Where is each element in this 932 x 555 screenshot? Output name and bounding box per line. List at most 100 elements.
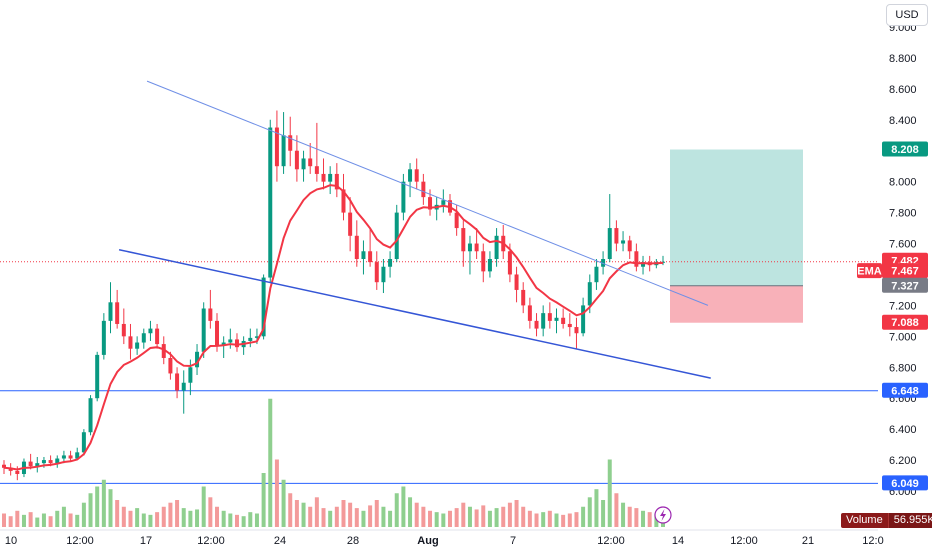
candle-body: [534, 320, 539, 329]
volume-bar: [241, 516, 246, 527]
volume-bar: [401, 486, 406, 527]
candle: [521, 282, 526, 314]
candle-body: [581, 305, 586, 334]
candle: [108, 282, 113, 334]
candle: [181, 370, 186, 414]
volume-bar: [567, 513, 572, 527]
candle-body: [607, 228, 612, 259]
candle-body: [221, 342, 226, 346]
candle: [148, 320, 153, 341]
candle-body: [554, 317, 559, 321]
time-axis[interactable]: 10 12:00 17 12:00 24 28 Aug 7 12:00 14 12:00 21 12:0: [0, 529, 884, 547]
candle-body: [394, 212, 399, 259]
candle-body: [441, 200, 446, 205]
y-tick-label: 8.600: [889, 84, 917, 96]
candle-body: [454, 212, 459, 229]
x-tick-label: 21: [802, 535, 814, 547]
candle: [121, 308, 126, 345]
candle-body: [201, 308, 206, 352]
price-tag-text: 7.088: [891, 317, 919, 329]
volume-bar: [467, 506, 472, 527]
candle-body: [148, 328, 153, 334]
candle: [414, 158, 419, 190]
candles: [2, 110, 665, 481]
candle-body: [521, 289, 526, 306]
candle-body: [321, 173, 326, 182]
candle: [341, 173, 346, 221]
candle: [175, 367, 180, 399]
candle: [467, 235, 472, 275]
y-tick-label: 7.000: [889, 331, 917, 343]
candle-body: [28, 461, 33, 467]
candle: [594, 259, 599, 290]
candle-body: [294, 150, 299, 170]
volume-bar: [428, 510, 433, 527]
y-tick-label: 7.800: [889, 208, 917, 220]
candle-body: [341, 189, 346, 213]
candle-body: [175, 373, 180, 391]
volume-bar: [195, 509, 200, 527]
candle-body: [61, 455, 66, 459]
candle-body: [621, 240, 626, 244]
volume-bar: [334, 506, 339, 527]
volume-bar: [2, 513, 6, 527]
volume-value: 56.955K: [887, 513, 932, 528]
volume-bar: [8, 516, 13, 527]
candle-body: [314, 166, 319, 174]
volume-bar: [15, 510, 20, 527]
candle: [374, 251, 379, 290]
candle-body: [421, 181, 426, 198]
candle-body: [48, 460, 53, 464]
candle: [115, 289, 120, 329]
x-tick-label: 24: [274, 535, 286, 547]
candle: [607, 194, 612, 263]
price-tag-horizontal-line: 6.049: [882, 475, 928, 491]
candle: [281, 112, 286, 174]
candle: [55, 455, 60, 468]
volume-bar: [48, 516, 53, 527]
candle: [155, 323, 160, 349]
price-tag-text: 6.648: [891, 385, 919, 397]
candle: [348, 197, 353, 252]
candle-body: [401, 181, 406, 213]
volume-bar: [28, 512, 33, 527]
candle-body: [408, 169, 413, 182]
candle-body: [388, 259, 393, 267]
volume-bar: [614, 493, 619, 527]
candle-body: [328, 173, 333, 182]
volume-bar: [254, 513, 259, 527]
candle-body: [281, 135, 286, 167]
volume-bar: [208, 497, 213, 527]
volume-bar: [308, 506, 313, 527]
candle-body: [308, 158, 313, 167]
x-tick-label: 14: [672, 535, 684, 547]
candle: [81, 429, 86, 456]
volume-bar: [361, 510, 366, 527]
candle-body: [55, 458, 60, 464]
price-tag-bg: [882, 277, 928, 293]
candle-body: [627, 240, 632, 252]
volume-bar: [434, 512, 439, 527]
candle: [68, 450, 73, 462]
volume-bar: [115, 500, 120, 527]
long-position-tool[interactable]: [670, 149, 803, 323]
lightning-bolt: [660, 509, 666, 521]
volume-bar: [621, 502, 626, 527]
candle-body: [115, 302, 120, 324]
candle: [195, 344, 200, 375]
ema-line: [3, 184, 664, 471]
candle: [2, 460, 6, 474]
candle-body: [374, 262, 379, 283]
volume-bar: [587, 497, 592, 527]
chart-extras: [654, 506, 672, 524]
ema-polyline: [3, 184, 664, 471]
lower-trendline: [118, 248, 711, 379]
volume-bar: [261, 473, 266, 527]
currency-button[interactable]: USD: [886, 4, 928, 26]
candle: [641, 255, 646, 275]
volume-bar: [101, 479, 106, 527]
volume-bar: [408, 497, 413, 527]
y-tick-label: 8.800: [889, 53, 917, 65]
trendlines[interactable]: [118, 80, 711, 379]
